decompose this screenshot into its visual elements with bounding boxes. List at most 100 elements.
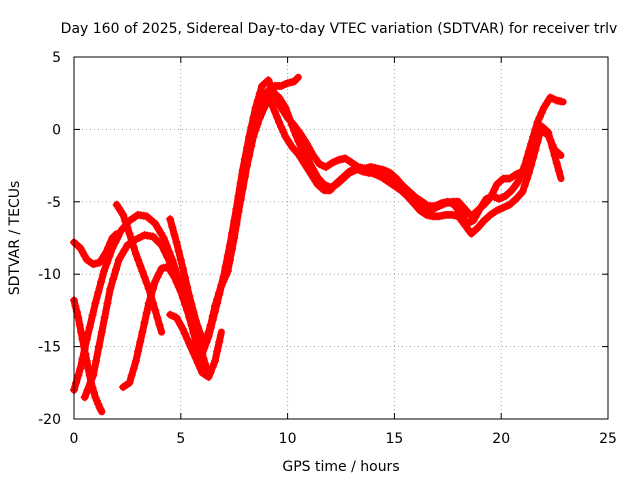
data-point-marker <box>181 273 190 282</box>
data-point-marker <box>97 277 106 286</box>
data-point-marker <box>217 281 226 290</box>
x-tick-label: 10 <box>279 431 297 447</box>
data-point-marker <box>210 307 219 316</box>
data-point-marker <box>287 121 296 130</box>
data-point-marker <box>123 223 132 232</box>
data-point-marker <box>544 128 553 137</box>
data-point-marker <box>111 238 120 247</box>
data-point-marker <box>134 255 143 264</box>
data-point-marker <box>215 290 224 299</box>
data-point-marker <box>131 357 140 366</box>
data-point-marker <box>285 115 294 124</box>
x-tick-label: 20 <box>492 431 510 447</box>
data-point-marker <box>183 282 192 291</box>
data-point-marker <box>76 364 85 373</box>
y-tick-label: -15 <box>38 340 61 356</box>
data-point-marker <box>129 243 138 252</box>
y-tick-label: 0 <box>52 122 61 138</box>
data-point-marker <box>260 104 269 113</box>
data-point-marker <box>522 175 531 184</box>
data-point-marker <box>221 264 230 273</box>
data-point-marker <box>535 113 544 122</box>
data-point-marker <box>151 306 160 315</box>
data-point-marker <box>243 161 252 170</box>
data-point-marker <box>294 136 303 145</box>
data-point-marker <box>174 247 183 256</box>
data-point-marker <box>142 308 151 317</box>
data-point-marker <box>159 234 168 242</box>
data-point-marker <box>105 251 114 260</box>
data-point-marker <box>206 367 215 376</box>
data-point-marker <box>185 291 194 300</box>
data-series <box>70 73 567 416</box>
data-point-marker <box>202 338 211 347</box>
series-arc-11 <box>264 73 302 95</box>
data-point-marker <box>255 89 264 98</box>
data-point-marker <box>97 328 106 337</box>
data-point-marker <box>225 247 234 256</box>
data-point-marker <box>191 354 200 363</box>
data-point-marker <box>74 371 83 380</box>
chart-title: Day 160 of 2025, Sidereal Day-to-day VTE… <box>61 21 618 37</box>
data-point-marker <box>189 308 198 317</box>
data-point-marker <box>234 207 243 216</box>
data-point-marker <box>253 96 262 105</box>
data-point-marker <box>82 335 91 344</box>
data-point-marker <box>127 236 136 245</box>
data-point-marker <box>219 273 228 282</box>
series-arc-7 <box>166 310 225 382</box>
data-point-marker <box>187 320 196 329</box>
data-point-marker <box>153 273 162 282</box>
data-point-marker <box>125 229 134 238</box>
data-point-marker <box>191 337 200 346</box>
data-point-marker <box>170 273 179 282</box>
data-point-marker <box>200 344 209 353</box>
data-point-marker <box>291 76 300 85</box>
data-point-marker <box>272 112 281 121</box>
data-point-marker <box>160 247 169 256</box>
data-point-marker <box>172 238 181 247</box>
data-point-marker <box>552 159 561 168</box>
data-point-marker <box>247 142 256 151</box>
data-point-marker <box>151 277 160 286</box>
axis-ticks: 0 5 10 15 20 25 -20 -15 -10 -5 0 5 <box>38 50 617 447</box>
data-point-marker <box>185 339 194 348</box>
data-point-marker <box>83 386 92 395</box>
data-point-marker <box>228 238 237 247</box>
data-point-marker <box>155 268 164 277</box>
data-point-marker <box>157 241 166 250</box>
data-point-marker <box>127 371 136 380</box>
data-point-marker <box>100 313 109 322</box>
y-tick-label: -10 <box>38 267 61 283</box>
y-tick-label: -5 <box>47 195 61 211</box>
data-point-marker <box>91 299 100 308</box>
series-arc-1 <box>70 230 121 269</box>
data-point-marker <box>89 371 98 380</box>
data-point-marker <box>189 329 198 338</box>
data-point-marker <box>178 264 187 273</box>
data-point-marker <box>238 184 247 193</box>
plot-frame <box>73 56 609 420</box>
data-point-marker <box>251 126 260 135</box>
data-point-marker <box>533 137 542 146</box>
data-point-marker <box>193 359 202 368</box>
data-point-marker <box>518 166 527 175</box>
data-point-marker <box>131 249 140 258</box>
data-point-marker <box>537 108 546 117</box>
data-point-marker <box>249 132 258 141</box>
data-point-marker <box>140 318 149 327</box>
data-point-marker <box>283 109 292 118</box>
data-point-marker <box>520 181 529 190</box>
data-point-marker <box>208 316 217 325</box>
series-arc-5 <box>112 200 166 336</box>
data-point-marker <box>292 74 301 83</box>
data-point-marker <box>527 161 536 170</box>
data-point-marker <box>80 345 89 354</box>
data-point-marker <box>210 357 219 366</box>
data-point-marker <box>550 151 559 160</box>
data-point-marker <box>213 347 222 356</box>
data-point-marker <box>142 278 151 287</box>
data-point-marker <box>176 255 185 264</box>
data-point-marker <box>85 323 94 332</box>
